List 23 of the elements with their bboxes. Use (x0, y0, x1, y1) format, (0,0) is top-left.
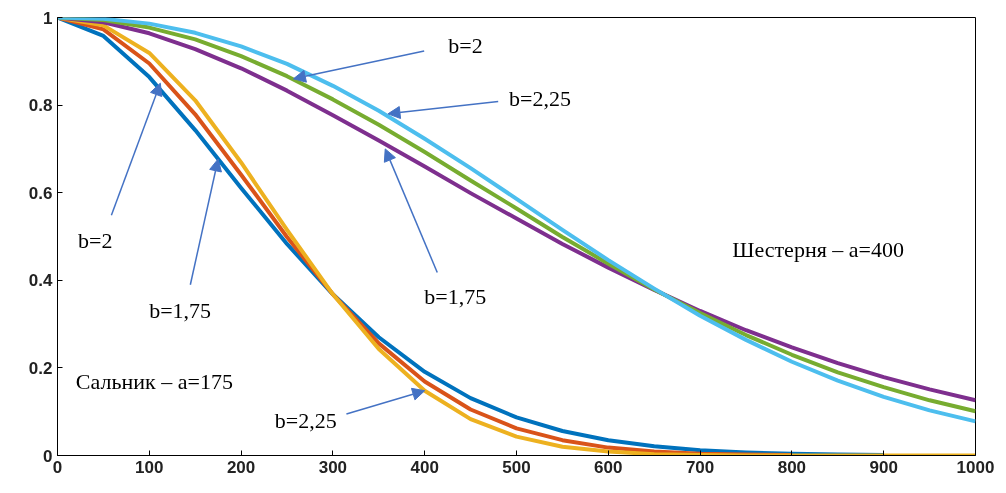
x-tick-label: 300 (318, 457, 348, 477)
x-tick-label: 500 (502, 457, 531, 477)
annotation: Шестерня – a=400 (732, 237, 904, 263)
x-tick-label: 100 (135, 457, 164, 477)
annotation: Сальник – a=175 (75, 368, 233, 394)
x-tick-label: 400 (410, 457, 439, 477)
x-tick-label: 200 (226, 457, 256, 477)
annotation: b=2,25 (274, 408, 337, 434)
y-tick-label: 1 (43, 8, 53, 28)
annotation: b=2 (78, 227, 113, 253)
annotation: b=1,75 (424, 284, 487, 310)
x-tick-label: 600 (594, 457, 623, 477)
annotation: b=2 (448, 33, 483, 59)
x-tick-label: 900 (869, 457, 898, 477)
annotation: b=1,75 (149, 298, 212, 324)
y-tick-label: 0.4 (28, 271, 54, 291)
y-tick-label: 0.2 (28, 358, 53, 378)
y-tick-label: 0.6 (28, 183, 53, 203)
x-tick-label: 800 (777, 457, 807, 477)
x-tick-label: 700 (685, 457, 715, 477)
y-tick-label: 0.8 (28, 96, 53, 116)
x-tick-label: 1000 (956, 457, 995, 477)
annotation: b=2,25 (509, 86, 571, 112)
